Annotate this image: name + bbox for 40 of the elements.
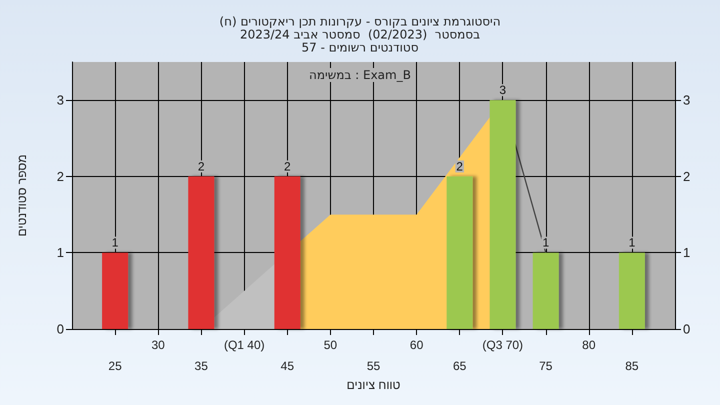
y-tick-label: 3 <box>56 92 64 108</box>
data-label: 1 <box>628 236 636 250</box>
x-tick-label: 55 <box>366 359 380 373</box>
data-label: 1 <box>542 236 550 250</box>
y2-tick-label: 3 <box>683 92 690 108</box>
x-tick-label: 25 <box>108 359 122 373</box>
bar <box>490 100 516 329</box>
y2-tick-label: 0 <box>683 322 690 336</box>
data-label: 2 <box>456 159 464 174</box>
annotation: במשימה : Exam_B <box>309 68 411 82</box>
x2-tick-label: (Q1 40) <box>224 338 265 352</box>
x-tick-label: 45 <box>280 359 294 373</box>
x2-tick-label: 80 <box>582 338 596 352</box>
y-tick-label: 2 <box>56 168 64 184</box>
data-label: 3 <box>499 83 506 98</box>
x2-tick-label: 60 <box>410 338 424 352</box>
data-label: 2 <box>198 159 205 174</box>
x-tick-label: 75 <box>539 359 553 373</box>
data-label: 2 <box>284 159 292 174</box>
bar <box>532 252 559 329</box>
bar <box>446 176 473 329</box>
x2-tick-label: 50 <box>324 338 338 352</box>
bar <box>102 252 128 329</box>
x-tick-label: 35 <box>194 359 208 373</box>
y-axis-title: מספר סטודנטים <box>15 154 29 237</box>
y-tick-label: 0 <box>56 322 64 336</box>
chart-subtitle: בסמסטר (02/2023) סמסטר אביב 2023/24 סטודנטים רשומים - 57 <box>240 28 480 54</box>
bar <box>188 176 214 329</box>
bar <box>274 176 300 329</box>
x2-tick-label: 30 <box>151 338 166 352</box>
x-tick-label: 85 <box>625 359 639 373</box>
x2-tick-label: (Q3 70) <box>482 338 524 352</box>
y2-tick-label: 1 <box>683 245 690 260</box>
y-tick-label: 1 <box>56 245 64 260</box>
x-tick-label: 65 <box>452 359 467 373</box>
x-axis-title: טווח ציונים <box>346 378 401 392</box>
chart-title: היסטוגרמת ציונים בקורס - עקרונות תכן ריאקטורים (ח) <box>219 14 501 28</box>
data-label: 1 <box>112 236 119 250</box>
y2-tick-label: 2 <box>683 168 690 184</box>
bar <box>618 252 645 329</box>
